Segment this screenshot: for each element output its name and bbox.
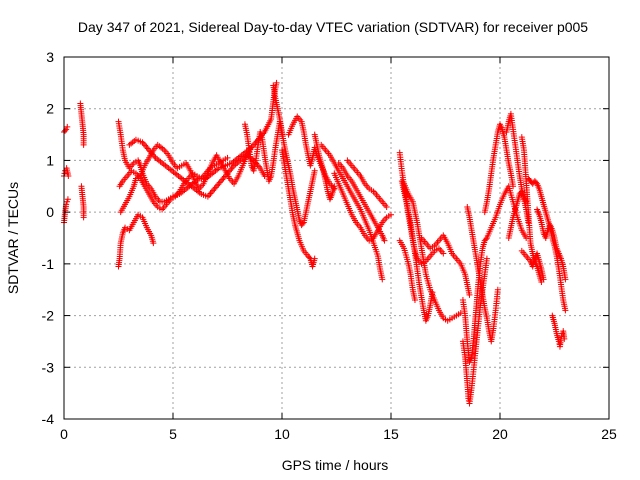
x-tick-label: 20 bbox=[492, 426, 508, 442]
data-point bbox=[62, 127, 69, 134]
x-axis-label: GPS time / hours bbox=[282, 457, 389, 473]
y-tick-label: -2 bbox=[42, 308, 55, 324]
track-arc-30 bbox=[525, 175, 569, 314]
data-point bbox=[494, 286, 501, 293]
data-point bbox=[532, 179, 539, 186]
track-arc-02 bbox=[78, 183, 87, 221]
data-point bbox=[150, 240, 157, 247]
track-arc-10 bbox=[279, 147, 318, 270]
track-arc-31 bbox=[518, 247, 547, 283]
y-tick-label: -1 bbox=[42, 256, 55, 272]
y-tick-label: 1 bbox=[46, 152, 54, 168]
track-arc-06 bbox=[117, 141, 255, 216]
track-arc-19 bbox=[401, 180, 464, 324]
data-point bbox=[562, 307, 569, 314]
track-arc-21 bbox=[396, 237, 418, 304]
track-arc-20 bbox=[418, 232, 473, 298]
data-point bbox=[61, 170, 68, 177]
data-point bbox=[64, 198, 71, 205]
chart-title: Day 347 of 2021, Sidereal Day-to-day VTE… bbox=[78, 19, 588, 35]
data-point bbox=[65, 172, 72, 179]
y-tick-label: 0 bbox=[46, 204, 54, 220]
data-point bbox=[556, 341, 563, 348]
data-point bbox=[64, 123, 71, 130]
track-arc-25 bbox=[481, 121, 517, 216]
data-point bbox=[299, 220, 306, 227]
x-tick-labels: 0 5 10 15 20 25 bbox=[60, 426, 617, 442]
track-arc-11 bbox=[285, 113, 338, 192]
track-arc-22 bbox=[459, 255, 490, 407]
data-point bbox=[540, 276, 547, 283]
data-point bbox=[440, 250, 447, 257]
track-arc-12 bbox=[311, 131, 338, 203]
data-point bbox=[224, 154, 231, 161]
x-tick-label: 10 bbox=[274, 426, 290, 442]
data-point bbox=[561, 335, 568, 342]
y-axis-label: SDTVAR / TECUs bbox=[5, 182, 21, 294]
data-point bbox=[261, 172, 268, 179]
y-tick-label: 2 bbox=[46, 101, 54, 117]
track-arc-01 bbox=[77, 100, 87, 148]
data-point bbox=[80, 141, 87, 148]
data-point bbox=[383, 203, 390, 210]
data-point bbox=[483, 255, 490, 262]
track-arc-26 bbox=[483, 183, 530, 241]
y-tick-label: -4 bbox=[42, 411, 55, 427]
track-arc-07 bbox=[126, 136, 268, 200]
x-tick-label: 15 bbox=[383, 426, 399, 442]
data-point bbox=[379, 276, 386, 283]
track-arc-09 bbox=[270, 82, 318, 229]
axis-ticks bbox=[63, 56, 610, 420]
data-point bbox=[306, 254, 313, 261]
data-point bbox=[523, 235, 530, 241]
y-tick-label: -3 bbox=[42, 359, 55, 375]
data-points bbox=[61, 79, 569, 407]
data-point bbox=[311, 255, 318, 262]
track-arc-28 bbox=[505, 188, 530, 241]
data-point bbox=[273, 79, 280, 86]
y-tick-labels: -4 -3 -2 -1 0 1 2 3 bbox=[42, 49, 55, 427]
x-tick-label: 25 bbox=[601, 426, 617, 442]
track-arc-03 bbox=[115, 211, 157, 270]
data-point bbox=[388, 211, 394, 218]
x-tick-label: 0 bbox=[60, 426, 68, 442]
track-arc-15 bbox=[344, 157, 390, 210]
data-point bbox=[331, 183, 338, 190]
track-arc-32 bbox=[534, 206, 569, 283]
track-arc-14 bbox=[331, 170, 394, 244]
y-tick-label: 3 bbox=[46, 49, 54, 65]
plot-frame bbox=[63, 56, 610, 420]
track-arc-16 bbox=[335, 160, 388, 244]
track-arc-00b bbox=[61, 165, 72, 179]
data-point bbox=[381, 237, 388, 244]
data-point bbox=[466, 291, 473, 298]
x-tick-label: 5 bbox=[169, 426, 177, 442]
data-point bbox=[482, 236, 489, 243]
data-point bbox=[562, 276, 569, 283]
track-arc-33 bbox=[549, 312, 568, 350]
track-arc-24 bbox=[464, 203, 501, 345]
data-point bbox=[411, 297, 418, 304]
data-point bbox=[64, 196, 71, 203]
data-point bbox=[80, 214, 87, 221]
data-point bbox=[311, 167, 318, 174]
